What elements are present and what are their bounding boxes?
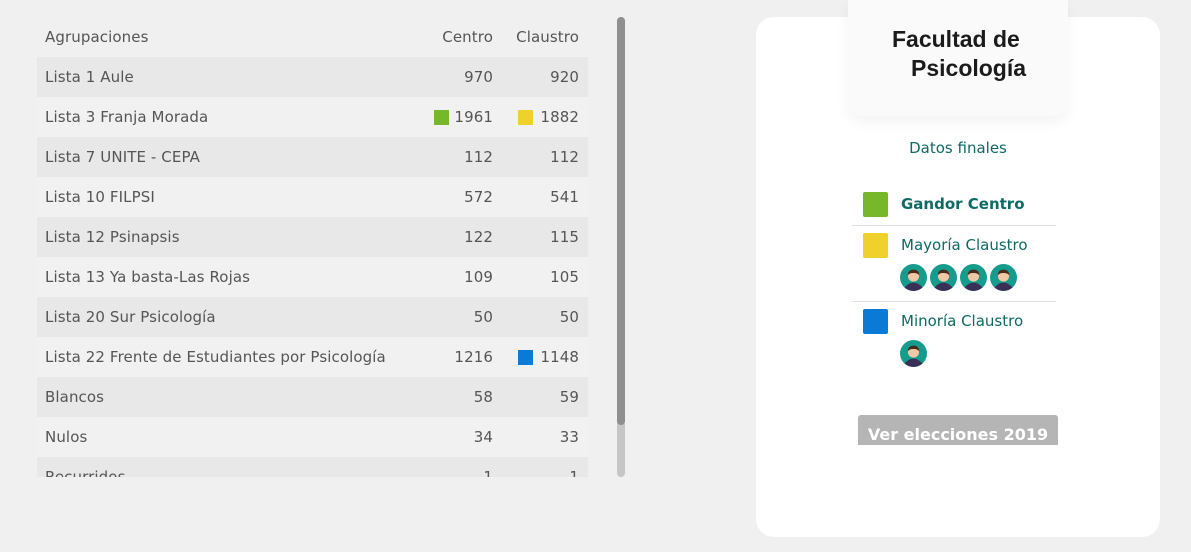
row-claustro-value: 1: [569, 468, 579, 477]
row-centro-value: 50: [473, 308, 493, 326]
person-avatar-icon: [900, 340, 927, 367]
row-centro-value: 1216: [454, 348, 493, 366]
logo-line-2: Psicología: [911, 55, 1027, 81]
table-scrollbar[interactable]: [617, 17, 625, 477]
row-claustro-value: 105: [550, 268, 579, 286]
row-claustro-value: 1882: [540, 108, 579, 126]
header-centro: Centro: [442, 28, 493, 46]
person-avatar-icon: [960, 264, 987, 291]
row-centro-value: 34: [473, 428, 493, 446]
row-centro-value: 1: [483, 468, 493, 477]
legend-item: Mayoría Claustro: [852, 225, 1056, 301]
row-centro-value: 109: [464, 268, 493, 286]
row-claustro-value: 115: [550, 228, 579, 246]
row-name: Nulos: [45, 428, 88, 446]
row-claustro-value: 112: [550, 148, 579, 166]
claustro-result-marker: [518, 110, 533, 125]
table-row: Lista 20 Sur Psicología 50 50: [37, 297, 588, 337]
person-avatar-icon: [990, 264, 1017, 291]
row-centro-value: 122: [464, 228, 493, 246]
row-claustro-value: 920: [550, 68, 579, 86]
legend-color-swatch: [863, 233, 888, 258]
row-name: Lista 13 Ya basta-Las Rojas: [45, 268, 251, 286]
person-avatar-icon: [900, 264, 927, 291]
table-row: Lista 10 FILPSI 572 541: [37, 177, 588, 217]
legend-item: Gandor Centro: [852, 187, 1056, 225]
header-claustro: Claustro: [516, 28, 579, 46]
seat-avatars: [900, 264, 1020, 292]
row-name: Recurridos: [45, 468, 126, 477]
ver-elecciones-button[interactable]: Ver elecciones 2019: [858, 415, 1058, 445]
claustro-result-marker: [518, 350, 533, 365]
person-avatar-icon: [930, 264, 957, 291]
row-centro-value: 58: [473, 388, 493, 406]
table-row: Nulos 34 33: [37, 417, 588, 457]
table-row: Lista 3 Franja Morada 1961 1882: [37, 97, 588, 137]
scrollbar-thumb[interactable]: [617, 17, 625, 425]
logo-line-1: Facultad de: [892, 26, 1020, 52]
results-summary-card: Facultad de Psicología Datos finales Gan…: [756, 0, 1160, 537]
row-name: Blancos: [45, 388, 105, 406]
legend-label: Minoría Claustro: [901, 312, 1024, 330]
row-name: Lista 22 Frente de Estudiantes por Psico…: [45, 348, 386, 366]
row-claustro-value: 1148: [540, 348, 579, 366]
table-row: Lista 7 UNITE - CEPA 112 112: [37, 137, 588, 177]
seat-avatars: [900, 340, 930, 368]
row-claustro-value: 33: [559, 428, 579, 446]
row-centro-value: 970: [464, 68, 493, 86]
table-row: Lista 12 Psinapsis 122 115: [37, 217, 588, 257]
legend-label: Gandor Centro: [901, 195, 1025, 213]
legend-color-swatch: [863, 192, 888, 217]
table-row: Lista 13 Ya basta-Las Rojas 109 105: [37, 257, 588, 297]
results-table: Agrupaciones Centro Claustro Lista 1 Aul…: [37, 17, 588, 477]
row-claustro-value: 59: [559, 388, 579, 406]
legend-label: Mayoría Claustro: [901, 236, 1028, 254]
row-name: Lista 3 Franja Morada: [45, 108, 209, 126]
results-legend: Gandor Centro Mayoría Claustro Minoría Cla…: [852, 187, 1056, 372]
header-agrupaciones: Agrupaciones: [45, 28, 149, 46]
row-claustro-value: 541: [550, 188, 579, 206]
legend-color-swatch: [863, 309, 888, 334]
row-centro-value: 572: [464, 188, 493, 206]
legend-item: Minoría Claustro: [852, 301, 1056, 372]
row-name: Lista 1 Aule: [45, 68, 134, 86]
row-name: Lista 12 Psinapsis: [45, 228, 180, 246]
datos-finales-title: Datos finales: [909, 139, 1007, 157]
table-row: Lista 1 Aule 970 920: [37, 57, 588, 97]
faculty-logo: Facultad de Psicología: [848, 0, 1068, 116]
table-row: Blancos 58 59: [37, 377, 588, 417]
row-claustro-value: 50: [559, 308, 579, 326]
table-row: Lista 22 Frente de Estudiantes por Psico…: [37, 337, 588, 377]
row-centro-value: 1961: [454, 108, 493, 126]
table-header: Agrupaciones Centro Claustro: [37, 17, 588, 57]
row-name: Lista 10 FILPSI: [45, 188, 155, 206]
table-row: Recurridos 1 1: [37, 457, 588, 477]
centro-winner-marker: [434, 110, 449, 125]
row-name: Lista 20 Sur Psicología: [45, 308, 216, 326]
row-centro-value: 112: [464, 148, 493, 166]
row-name: Lista 7 UNITE - CEPA: [45, 148, 201, 166]
